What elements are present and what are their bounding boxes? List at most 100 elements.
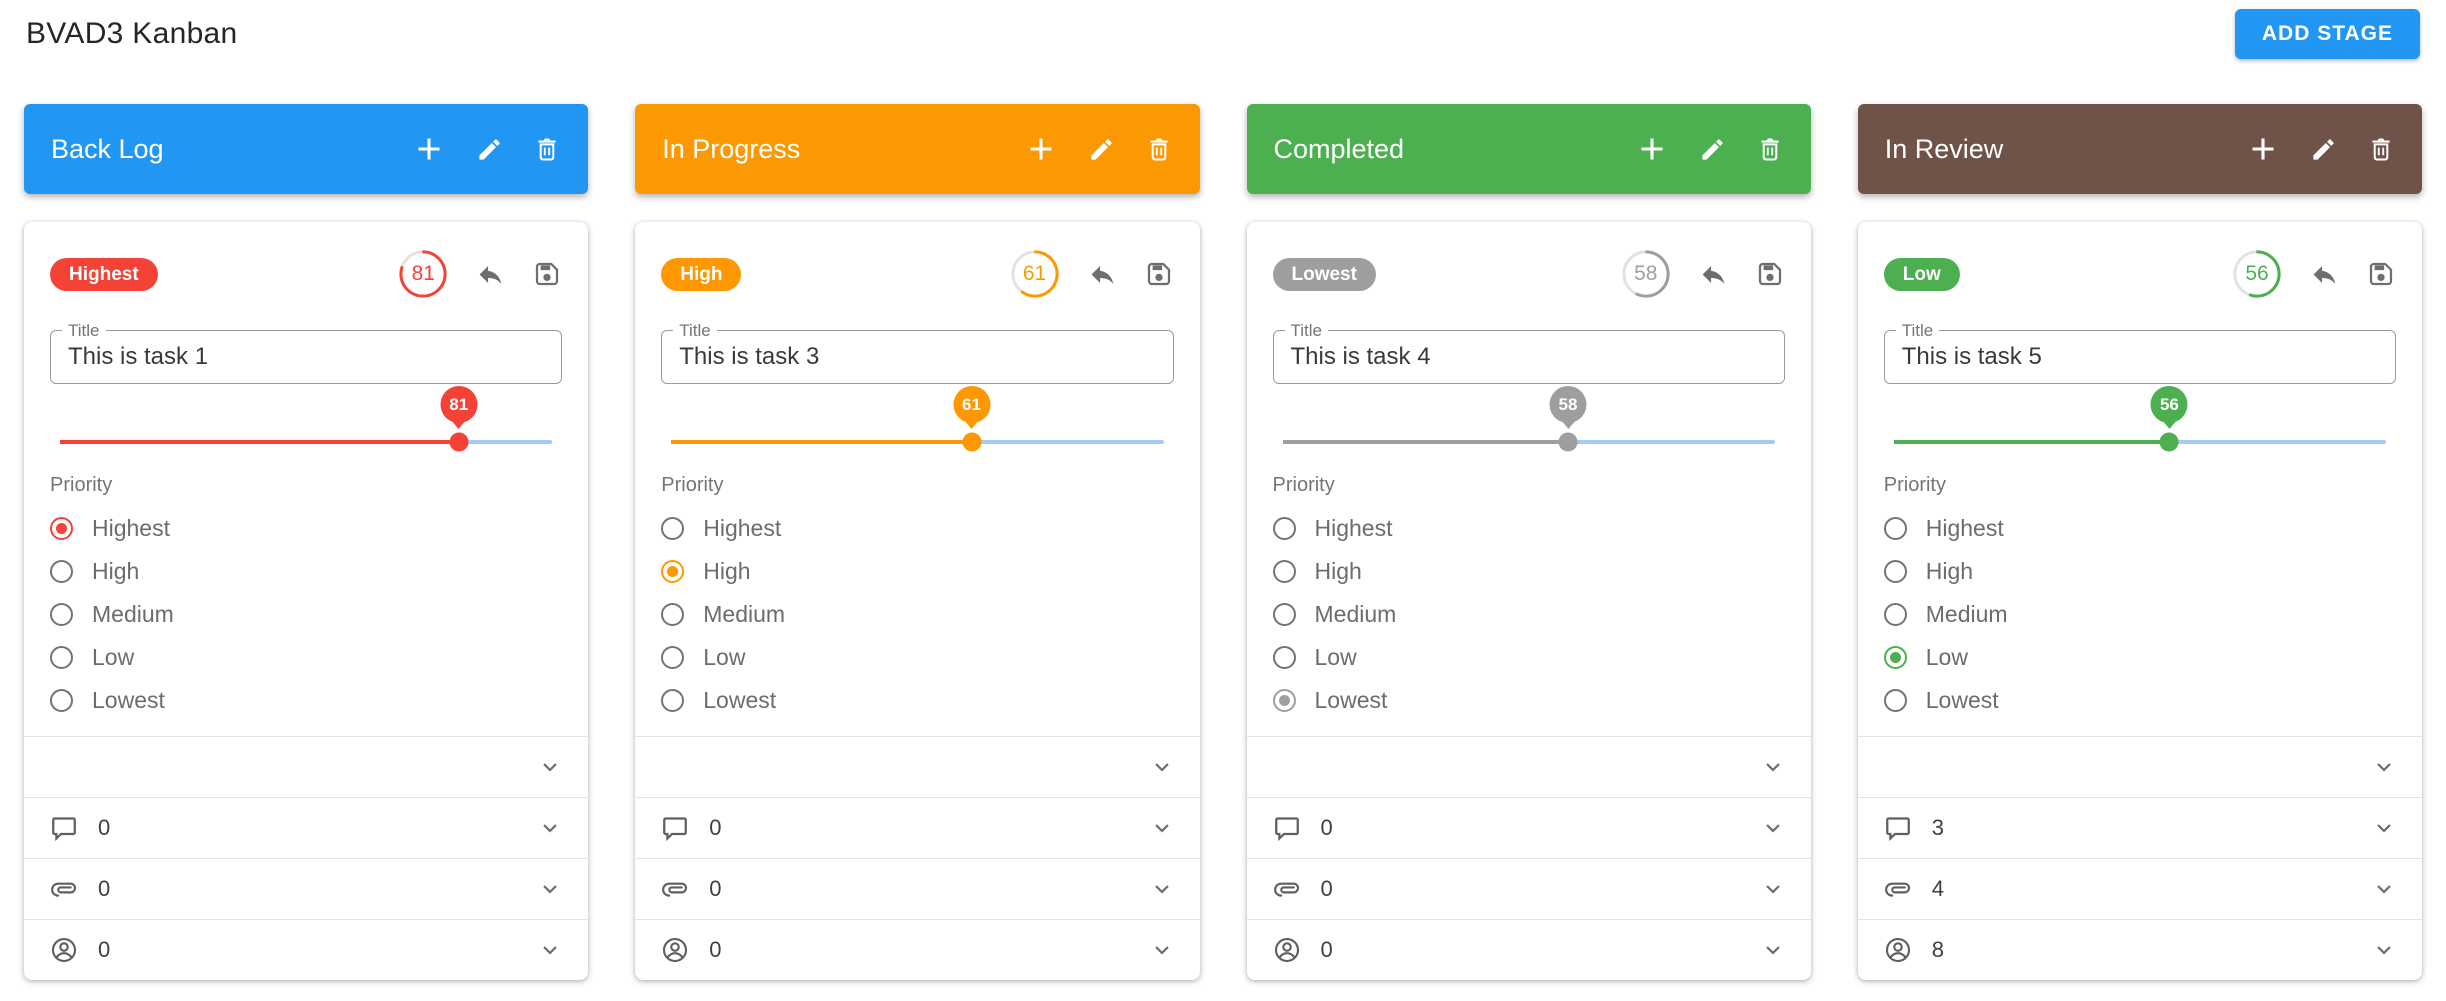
attachments-expander[interactable]: 0 [24,858,589,919]
add-stage-button[interactable]: ADD STAGE [2234,9,2420,59]
undo-icon[interactable] [1699,260,1728,289]
priority-option-high[interactable]: High [50,550,562,593]
slider-value: 56 [2159,394,2179,414]
add-task-icon[interactable] [1024,132,1058,166]
add-task-icon[interactable] [2246,132,2280,166]
slider-track[interactable] [1893,432,2386,452]
add-task-icon[interactable] [1635,132,1669,166]
radio-icon [1272,689,1296,712]
task-card[interactable]: Lowest 58 Title [1246,222,1811,980]
title-input[interactable] [1290,343,1767,371]
chevron-down-icon [2377,763,2391,772]
comments-expander[interactable]: 0 [1246,797,1811,858]
save-icon[interactable] [2366,259,2396,289]
priority-group: Priority Highest High Medium Low [1858,468,2422,736]
assignees-expander[interactable]: 8 [1857,919,2422,980]
assignees-expander[interactable]: 0 [24,919,589,980]
delete-stage-icon[interactable] [1756,135,1784,163]
priority-option-medium[interactable]: Medium [1883,593,2396,636]
comments-expander[interactable]: 0 [24,797,589,858]
priority-option-low[interactable]: Low [1272,636,1785,679]
priority-option-lowest[interactable]: Lowest [661,679,1173,722]
save-icon[interactable] [1755,259,1785,289]
priority-option-label: Lowest [92,687,165,713]
description-expander[interactable] [24,736,589,797]
add-task-icon[interactable] [412,132,446,166]
priority-section-label: Priority [661,474,724,496]
assignees-expander[interactable]: 0 [635,919,1200,980]
delete-stage-icon[interactable] [1145,135,1173,163]
priority-option-label: Highest [1925,515,2004,541]
priority-option-highest[interactable]: Highest [50,507,562,550]
edit-stage-icon[interactable] [1699,136,1726,163]
column-title: In Progress [662,133,801,164]
attachment-icon [1884,882,1910,897]
description-expander[interactable] [1857,736,2422,797]
slider-value: 58 [1558,394,1578,414]
edit-stage-icon[interactable] [476,136,503,163]
attachments-count: 4 [1931,876,1944,901]
attachments-expander[interactable]: 0 [1246,858,1811,919]
attachments-expander[interactable]: 0 [635,858,1200,919]
task-card[interactable]: High 61 Title [635,222,1200,980]
slider-fill [671,440,972,444]
priority-option-label: High [703,558,751,584]
priority-option-low[interactable]: Low [1883,636,2396,679]
undo-icon[interactable] [476,260,505,289]
priority-slider[interactable]: 81 [60,384,553,468]
priority-option-lowest[interactable]: Lowest [1272,679,1785,722]
priority-option-highest[interactable]: Highest [661,507,1173,550]
slider-track[interactable] [1282,432,1775,452]
title-input[interactable] [1901,343,2378,371]
priority-option-highest[interactable]: Highest [1272,507,1785,550]
priority-option-lowest[interactable]: Lowest [1883,679,2396,722]
priority-option-high[interactable]: High [661,550,1173,593]
radio-icon [50,646,73,669]
slider-track[interactable] [671,432,1164,452]
priority-option-highest[interactable]: Highest [1883,507,2396,550]
priority-slider[interactable]: 58 [1282,384,1775,468]
priority-option-lowest[interactable]: Lowest [50,679,562,722]
slider-thumb[interactable] [449,432,469,452]
priority-option-medium[interactable]: Medium [50,593,562,636]
assignees-expander[interactable]: 0 [1246,919,1811,980]
priority-option-high[interactable]: High [1883,550,2396,593]
radio-icon [1883,560,1907,583]
save-icon[interactable] [532,259,562,289]
delete-stage-icon[interactable] [533,135,561,163]
description-expander[interactable] [1246,736,1811,797]
title-input[interactable] [679,343,1156,371]
undo-icon[interactable] [1088,260,1117,289]
priority-option-high[interactable]: High [1272,550,1785,593]
edit-stage-icon[interactable] [1088,136,1115,163]
slider-track[interactable] [60,432,553,452]
slider-fill [60,440,459,444]
comments-expander[interactable]: 0 [635,797,1200,858]
attachments-expander[interactable]: 4 [1857,858,2422,919]
comments-expander[interactable]: 3 [1857,797,2422,858]
priority-slider[interactable]: 61 [671,384,1164,468]
priority-option-label: High [1925,558,1974,584]
slider-thumb[interactable] [1558,432,1578,452]
priority-option-medium[interactable]: Medium [661,593,1173,636]
comment-icon [663,817,688,842]
person-icon [1885,937,1910,963]
priority-badge: Lowest [1272,257,1376,291]
priority-option-low[interactable]: Low [661,636,1173,679]
task-card[interactable]: Low 56 Title [1857,222,2422,980]
save-icon[interactable] [1144,259,1174,289]
delete-stage-icon[interactable] [2367,135,2395,163]
description-expander[interactable] [635,736,1200,797]
task-card[interactable]: Highest 81 Title [24,222,589,980]
priority-option-label: Highest [92,515,170,541]
priority-option-medium[interactable]: Medium [1272,593,1785,636]
title-input[interactable] [68,343,545,371]
slider-thumb[interactable] [2159,432,2179,452]
priority-slider[interactable]: 56 [1893,384,2386,468]
priority-badge: High [661,257,742,291]
edit-stage-icon[interactable] [2310,136,2337,163]
priority-badge: Low [1883,257,1960,291]
priority-option-low[interactable]: Low [50,636,562,679]
slider-thumb[interactable] [962,432,982,452]
undo-icon[interactable] [2310,260,2339,289]
